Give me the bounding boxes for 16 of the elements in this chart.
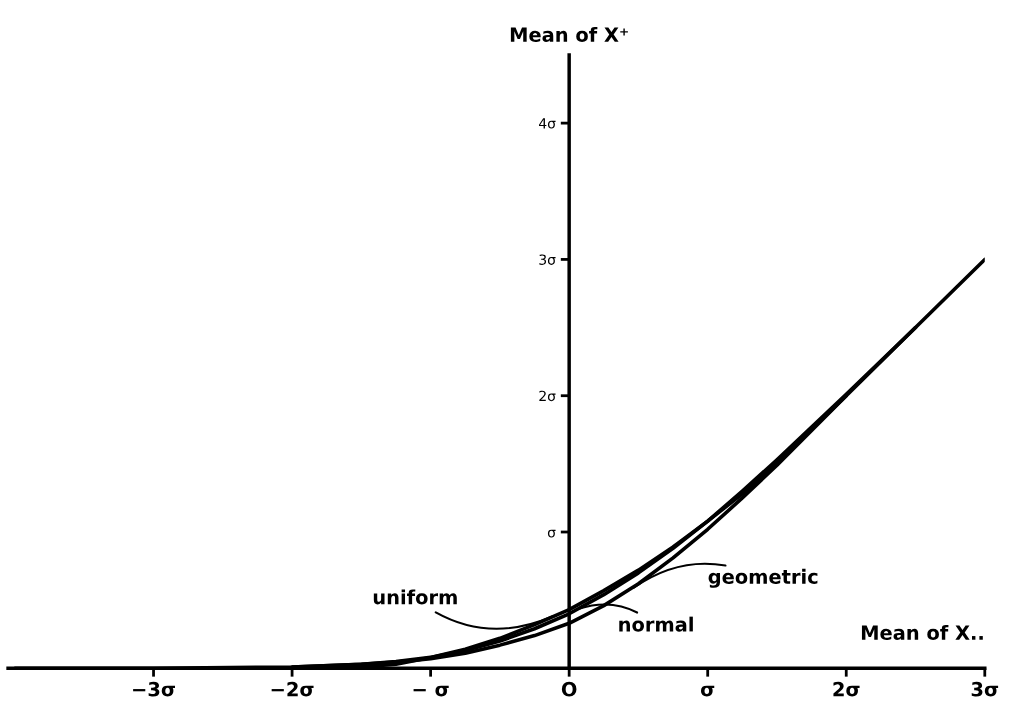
y-axis-title: Mean of X⁺ (510, 26, 628, 43)
annotation: geometric (708, 568, 818, 588)
x-tick-label: − σ (413, 685, 449, 697)
y-tick-label: 4σ (539, 118, 556, 129)
annotation: uniform (373, 589, 457, 605)
x-tick-label: O (561, 681, 577, 697)
x-tick-label: −2σ (271, 681, 314, 697)
x-axis-title: Mean of X.. (861, 624, 983, 640)
x-tick-label: −3σ (133, 681, 176, 697)
x-tick-label: 3σ (971, 681, 999, 697)
y-tick-label: σ (547, 529, 556, 538)
x-tick-label: 2σ (833, 681, 860, 697)
annotation: normal (619, 616, 693, 632)
y-tick-label: 3σ (539, 254, 556, 265)
x-tick-label: σ (700, 685, 715, 697)
y-tick-label: 2σ (539, 390, 556, 402)
